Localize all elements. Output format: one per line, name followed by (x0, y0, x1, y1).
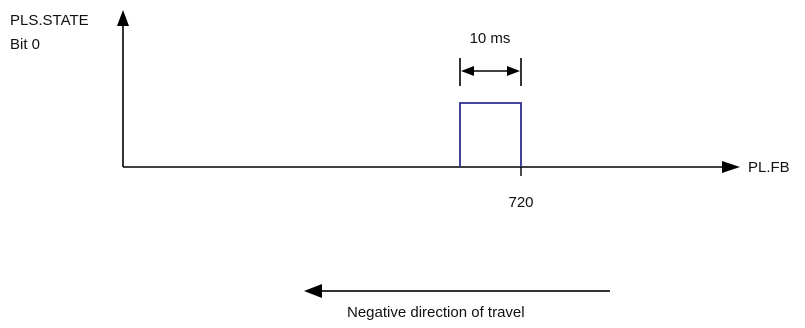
direction-arrowhead-icon (304, 284, 322, 298)
x-axis-arrowhead-icon (722, 161, 740, 173)
y-axis-label-line2: Bit 0 (10, 36, 40, 53)
y-axis-label-line1: PLS.STATE (10, 12, 89, 29)
pulse-width-dimension (459, 58, 522, 86)
dimension-left-arrowhead-icon (461, 66, 474, 76)
pulse-signal (459, 102, 522, 167)
direction-arrow (304, 284, 610, 298)
dimension-right-arrowhead-icon (507, 66, 520, 76)
y-axis-arrowhead-icon (117, 10, 129, 26)
pulse-width-label: 10 ms (470, 30, 511, 47)
direction-label: Negative direction of travel (347, 304, 525, 321)
y-axis (117, 10, 129, 167)
x-axis-label: PL.FB (748, 159, 790, 176)
tick-label-720: 720 (508, 194, 533, 211)
x-axis (123, 161, 740, 173)
